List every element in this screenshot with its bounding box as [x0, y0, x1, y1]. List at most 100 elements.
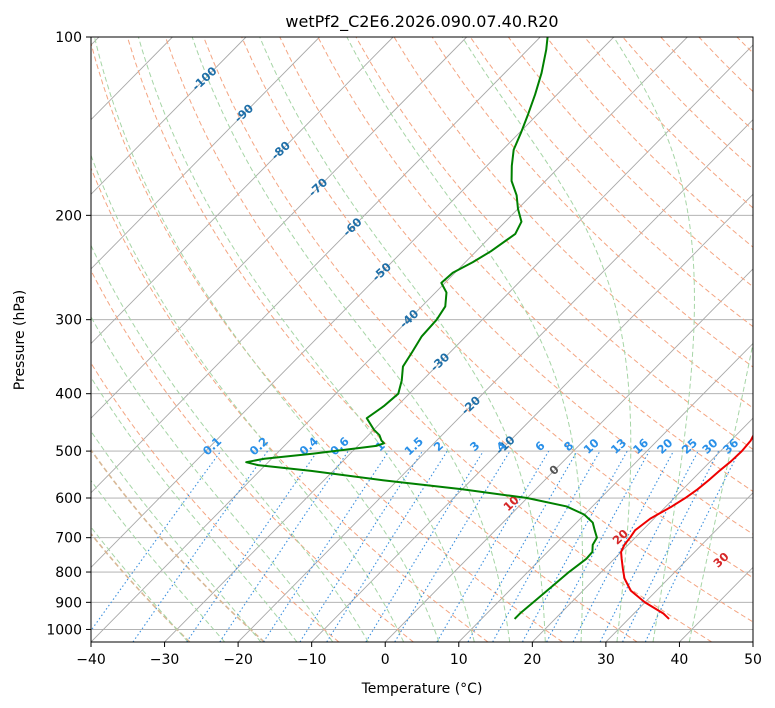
moist-adiabat-line [346, 37, 584, 642]
isotherm-line [91, 37, 541, 494]
isotherm-line [91, 37, 320, 270]
dry-adiabat-line [584, 37, 753, 209]
sounding-profiles [245, 37, 753, 620]
y-tick-label: 300 [55, 313, 82, 329]
isotherm-line [91, 37, 247, 195]
isotherm-line [532, 417, 753, 642]
dry-adiabat-line [279, 37, 753, 535]
moist-adiabat-line [91, 315, 334, 642]
moist-adiabat-line [91, 430, 262, 642]
dry-adiabat-line [660, 37, 753, 131]
chart-title: wetPf2_C2E6.2026.090.07.40.R20 [285, 12, 558, 32]
x-tick-label: 10 [450, 652, 468, 668]
mixing-ratio-line [186, 450, 318, 642]
isotherm-line [91, 37, 468, 419]
moist-adiabat-line [91, 244, 369, 642]
dry-adiabat-line [317, 37, 753, 493]
y-tick-label: 400 [55, 387, 82, 403]
y-tick-label: 100 [55, 30, 82, 46]
mixing-ratio-line [365, 450, 484, 642]
mixing-ratio-line [622, 450, 720, 642]
mixing-ratio-line [299, 450, 423, 642]
moist-adiabat-line [461, 37, 632, 642]
mixing-ratio-line [132, 450, 269, 642]
moist-adiabat-lines [91, 37, 753, 642]
dry-adiabat-line [91, 362, 340, 642]
isotherm-line [384, 268, 753, 642]
mixing-ratio-label: 0.1 [200, 434, 224, 458]
mixing-ratio-line [91, 450, 222, 632]
y-tick-label: 500 [55, 444, 82, 460]
x-tick-label: 40 [671, 652, 689, 668]
moist-adiabat-line [191, 37, 511, 642]
y-tick-label: 200 [55, 208, 82, 224]
dry-adiabat-line [91, 448, 265, 642]
x-tick-label: 30 [597, 652, 615, 668]
moist-adiabat-line [688, 340, 753, 642]
temperature-profile [620, 433, 753, 620]
dry-adiabat-line [91, 269, 414, 642]
x-tick-label: 20 [523, 652, 541, 668]
mixing-ratio-line [326, 450, 448, 642]
mixing-ratio-label: 8 [561, 438, 576, 454]
isotherm-line [752, 641, 753, 642]
x-tick-label: −10 [297, 652, 327, 668]
moist-adiabat-line [91, 526, 189, 642]
y-tick-label: 800 [55, 565, 82, 581]
dry-adiabat-line [126, 37, 638, 642]
mixing-ratio-label: 6 [532, 438, 547, 454]
mixing-ratio-label: 0.2 [247, 434, 271, 458]
mixing-ratio-line [599, 450, 699, 642]
y-tick-label: 900 [55, 595, 82, 611]
dry-adiabat-line [431, 37, 753, 368]
mixing-ratio-label: 25 [679, 436, 700, 457]
mixing-ratio-label: 3 [467, 438, 482, 454]
dry-adiabat-line [736, 37, 753, 54]
moist-adiabat-line [91, 153, 405, 642]
mixing-ratio-line [263, 450, 390, 642]
moist-adiabat-line [259, 37, 546, 642]
mixing-ratio-line [644, 450, 740, 642]
x-tick-label: −30 [150, 652, 180, 668]
y-tick-label: 600 [55, 491, 82, 507]
isotherm-line [91, 37, 615, 569]
isobar-grid [91, 37, 753, 630]
isotherm-line [311, 193, 753, 642]
mixing-ratio-line [546, 450, 650, 642]
moist-adiabat-line [93, 37, 440, 642]
dry-adiabat-line [203, 37, 753, 623]
mixing-ratio-label: 2 [431, 438, 446, 454]
mixing-ratio-line [521, 450, 628, 642]
isotherm-line [91, 37, 688, 642]
x-tick-label: 50 [744, 652, 762, 668]
mixing-ratio-lines [91, 450, 740, 642]
dry-adiabat-line [355, 37, 753, 450]
mixing-ratio-label: 16 [630, 436, 651, 457]
moist-adiabat-line [137, 37, 475, 642]
x-tick-label: −40 [76, 652, 106, 668]
isotherm-line [91, 37, 394, 345]
dry-adiabat-line [91, 532, 191, 642]
mixing-ratio-line [492, 450, 601, 642]
y-axis-label: Pressure (hPa) [12, 290, 28, 390]
dry-adiabat-line [546, 37, 753, 248]
y-tick-label: 1000 [46, 622, 82, 638]
mixing-ratio-line [436, 450, 550, 642]
mixing-ratio-line [394, 450, 511, 642]
moist-adiabat-line [613, 37, 695, 642]
dewpoint-profile [245, 37, 598, 620]
isotherm-line [164, 44, 753, 642]
dry-adiabat-line [698, 37, 753, 93]
isotherm-line [458, 342, 753, 642]
dry-adiabat-lines [91, 37, 753, 642]
dry-adiabat-line [91, 166, 489, 642]
x-axis-ticks: −40 −30 −20 −10 0 10 20 30 40 50 [76, 642, 762, 668]
y-axis-ticks: 1000 900 800 700 600 500 400 300 200 100 [46, 30, 91, 638]
plot-frame [90, 36, 754, 643]
isotherm-lines [91, 37, 753, 642]
mixing-ratio-label: 13 [608, 436, 629, 457]
moist-adiabat-line [91, 479, 226, 642]
dry-adiabat-line [469, 37, 753, 328]
dry-adiabat-line [165, 37, 713, 642]
